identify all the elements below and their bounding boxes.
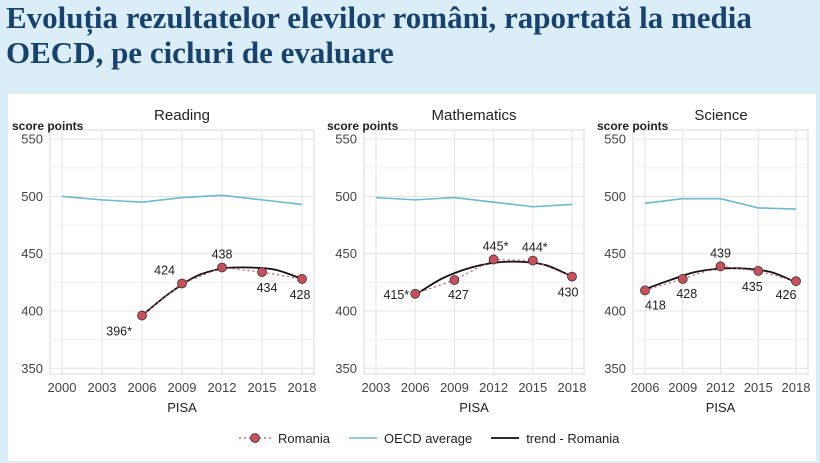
- romania-point: [677, 274, 688, 284]
- slide-title: Evoluția rezultatelor elevilor români, r…: [6, 0, 752, 70]
- romania-point: [488, 254, 499, 265]
- y-axis-label: score points: [597, 119, 669, 133]
- chart-title: Mathematics: [431, 107, 516, 124]
- x-tick-label: 2006: [128, 380, 157, 395]
- romania-data-label: 428: [290, 288, 311, 302]
- romania-point: [217, 262, 227, 273]
- legend-item-trend: trend - Romania: [490, 431, 619, 446]
- x-tick-label: 2006: [401, 380, 430, 395]
- oecd-average-line: [61, 194, 303, 206]
- romania-data-label: 444*: [522, 241, 548, 255]
- legend-oecd-label: OECD average: [384, 430, 473, 446]
- x-tick-label: 2018: [558, 380, 587, 395]
- plot-area: [363, 129, 585, 375]
- x-axis-label: PISA: [459, 400, 489, 415]
- legend-romania-label: Romania: [278, 430, 331, 446]
- y-tick-label: 450: [604, 246, 626, 261]
- x-tick-label: 2015: [744, 380, 773, 395]
- romania-data-label: 418: [645, 298, 666, 312]
- y-tick-label: 400: [604, 303, 626, 318]
- legend-item-oecd: OECD average: [348, 431, 472, 446]
- y-tick-label: 350: [335, 361, 357, 376]
- x-axis-label: PISA: [167, 400, 197, 415]
- y-tick-label: 500: [21, 189, 43, 204]
- romania-point: [410, 288, 421, 299]
- x-tick-label: 2009: [668, 380, 697, 395]
- chart-science: 350 400 450 500 550 2006 2009 2012 2015 2018 Scien…: [597, 107, 810, 415]
- y-tick-label: 350: [21, 361, 43, 376]
- x-tick-label: 2015: [248, 380, 277, 395]
- legend-romania-marker-icon: [239, 433, 271, 443]
- romania-data-label: 424: [154, 264, 175, 278]
- x-tick-label: 2015: [518, 380, 547, 395]
- y-tick-label: 550: [335, 132, 357, 147]
- x-tick-label: 2003: [88, 380, 117, 395]
- y-tick-label: 350: [604, 361, 626, 376]
- x-axis-label: PISA: [706, 400, 736, 415]
- x-tick-label: 2012: [706, 380, 735, 395]
- romania-point: [640, 285, 650, 296]
- y-tick-label: 400: [21, 303, 43, 318]
- x-tick-label: 2009: [168, 380, 197, 395]
- y-tick-label: 550: [21, 132, 43, 147]
- y-tick-label: 450: [21, 246, 43, 261]
- romania-data-label: 427: [448, 288, 469, 302]
- romania-data-label: 435: [742, 280, 763, 294]
- x-tick-label: 2009: [440, 380, 469, 395]
- oecd-average-line: [644, 197, 797, 210]
- chart-title: Science: [694, 107, 747, 124]
- y-tick-label: 500: [604, 189, 626, 204]
- x-tick-label: 2012: [479, 380, 508, 395]
- legend: Romania OECD average trend - Romania: [238, 428, 637, 448]
- romania-data-label: 430: [558, 286, 579, 300]
- romania-point: [297, 274, 307, 284]
- legend-item-romania: Romania: [238, 431, 330, 446]
- y-tick-label: 550: [604, 132, 626, 147]
- x-tick-label: 2006: [631, 380, 660, 395]
- legend-trend-label: trend - Romania: [526, 430, 620, 446]
- y-tick-label: 450: [335, 246, 357, 261]
- oecd-average-line: [375, 196, 573, 208]
- romania-point: [177, 278, 187, 289]
- romania-point: [527, 255, 538, 266]
- romania-point: [791, 276, 801, 287]
- romania-point: [257, 267, 267, 277]
- y-tick-label: 400: [335, 303, 357, 318]
- chart-mathematics: 350 400 450 500 550 2003 2006 2009 2012 2015 2018 M…: [327, 107, 586, 415]
- romania-point: [753, 266, 764, 276]
- x-tick-label: 2018: [288, 380, 317, 395]
- chart-reading: 350 400 450 500 550 2000 2003 2006 2009 2012 2015 2…: [12, 107, 316, 415]
- x-tick-label: 2018: [782, 380, 811, 395]
- y-tick-label: 500: [335, 189, 357, 204]
- legend-trend-line-icon: [491, 437, 520, 439]
- chart-title: Reading: [154, 107, 210, 124]
- romania-point: [567, 271, 577, 282]
- romania-data-label: 439: [710, 246, 731, 260]
- romania-point: [449, 275, 460, 285]
- romania-data-label: 434: [257, 281, 278, 295]
- y-axis-label: score points: [12, 119, 84, 133]
- romania-data-label: 428: [676, 287, 697, 301]
- x-tick-label: 2012: [208, 380, 237, 395]
- romania-data-label: 415*: [383, 288, 409, 302]
- romania-point: [137, 310, 147, 321]
- x-tick-label: 2000: [48, 380, 77, 395]
- legend-oecd-line-icon: [349, 437, 378, 439]
- romania-data-label: 396*: [106, 325, 132, 339]
- romania-data-label: 438: [212, 247, 233, 261]
- x-tick-label: 2003: [362, 380, 391, 395]
- romania-data-label: 445*: [483, 239, 509, 253]
- romania-point: [715, 261, 726, 272]
- y-axis-label: score points: [327, 119, 399, 133]
- romania-data-label: 426: [776, 288, 797, 302]
- romania-dotted-line: [644, 265, 797, 291]
